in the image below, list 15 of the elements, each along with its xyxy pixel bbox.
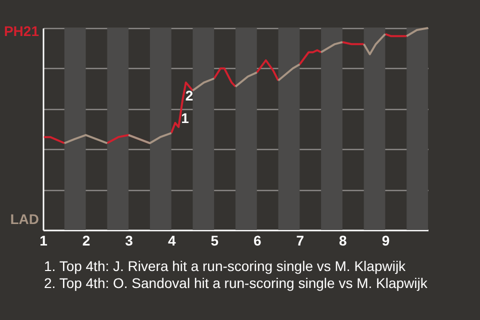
x-tick-label: 8 [339, 232, 348, 248]
x-tick-label: 4 [168, 232, 176, 248]
x-tick-label: 3 [125, 232, 134, 248]
x-tick-label: 2 [82, 232, 90, 248]
annotation: 2 [185, 88, 194, 104]
annotation: 1 [181, 110, 190, 126]
x-tick-label: 7 [296, 232, 304, 248]
text: 2. Top 4th: O. Sandoval hit a run-scoring single vs M. Klapwijk [44, 275, 428, 291]
x-tick-label: 6 [253, 232, 262, 248]
x-tick-label: 5 [210, 232, 219, 248]
x-tick-label: 1 [40, 232, 48, 248]
text: 1. Top 4th: J. Rivera hit a run-scoring single vs M. Klapwijk [44, 258, 407, 274]
x-tick-label: 9 [382, 232, 390, 248]
text: PH21 [4, 23, 40, 39]
text: LAD [10, 211, 39, 227]
